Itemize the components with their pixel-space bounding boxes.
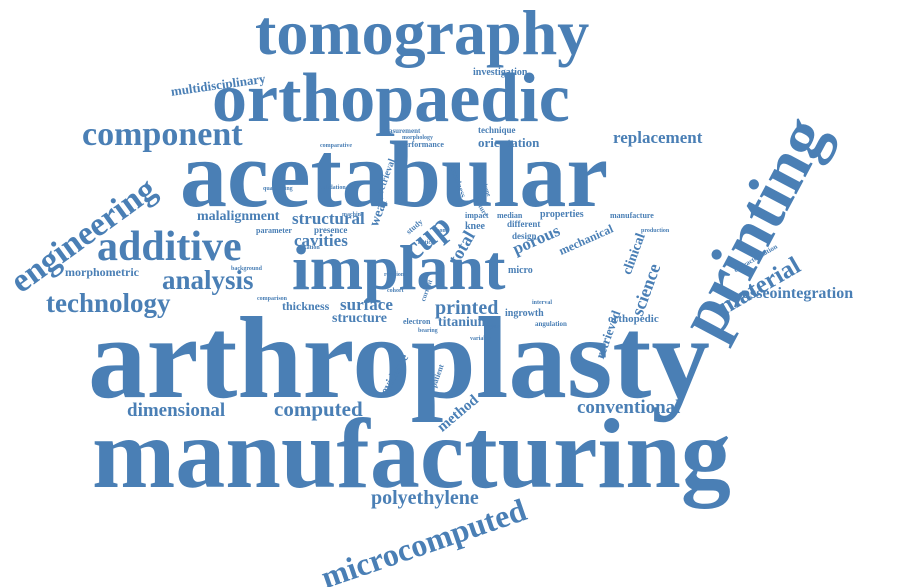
- word-additive: additive: [97, 224, 242, 270]
- word-comparison: comparison: [257, 296, 287, 302]
- word-structure: structure: [332, 311, 387, 326]
- word-malalignment: malalignment: [197, 209, 280, 224]
- word-osseointegration: osseointegration: [742, 285, 854, 302]
- word-ingrowth: ingrowth: [505, 308, 544, 319]
- word-component: component: [82, 116, 243, 153]
- word-performance: performance: [400, 140, 444, 149]
- word-quantifying: quantifying: [263, 186, 293, 192]
- word-interval: interval: [532, 300, 552, 306]
- word-mechanical: mechanical: [556, 221, 616, 258]
- word-cavities: cavities: [294, 231, 348, 250]
- word-machine: machine: [342, 212, 364, 218]
- word-production: production: [641, 228, 670, 234]
- word-lattice: lattice: [418, 240, 434, 246]
- word-fixation: fixation: [300, 245, 320, 251]
- word-morphology: morphology: [402, 135, 434, 141]
- word-presence: presence: [314, 225, 348, 235]
- word-analysis: analysis: [162, 265, 254, 295]
- word-properties: properties: [540, 209, 584, 220]
- word-computed: computed: [274, 397, 363, 421]
- word-manufacture: manufacture: [610, 211, 654, 220]
- word-arthroplasty: arthroplasty: [88, 294, 710, 423]
- word-orthopaedic: orthopaedic: [212, 60, 570, 137]
- word-surface: surface: [340, 295, 393, 314]
- word-orientation: orientation: [478, 135, 540, 150]
- word-printed: printed: [435, 297, 499, 319]
- word-replacement: replacement: [613, 128, 703, 147]
- word-dimensional: dimensional: [127, 400, 226, 421]
- word-parameter: parameter: [256, 226, 292, 235]
- word-revision: revision: [384, 272, 405, 278]
- word-technique: technique: [478, 125, 516, 135]
- word-micro: micro: [508, 265, 533, 276]
- word-electron: electron: [403, 317, 431, 326]
- word-manufacturing: manufacturing: [92, 398, 731, 509]
- word-bone: bone: [436, 228, 449, 234]
- word-validation: validation: [320, 185, 346, 191]
- word-background: background: [231, 266, 262, 272]
- word-measurement: measurement: [380, 127, 421, 135]
- word-implant: implant: [292, 232, 506, 303]
- word-angulation: angulation: [535, 320, 567, 328]
- word-different: different: [507, 219, 541, 229]
- word-region: region: [484, 324, 501, 330]
- word-impact: impact: [465, 211, 489, 220]
- word-titanium: titanium: [438, 315, 490, 330]
- word-design: design: [512, 231, 537, 241]
- word-thickness: thickness: [282, 299, 330, 313]
- word-conventional: conventional: [577, 397, 681, 418]
- word-orthopedic: orthopedic: [608, 313, 659, 325]
- word-comparative: comparative: [320, 143, 352, 149]
- word-bearing: bearing: [418, 328, 438, 334]
- word-knee: knee: [465, 221, 485, 232]
- word-technology: technology: [46, 288, 171, 318]
- word-acetabular: acetabular: [180, 123, 609, 227]
- word-cohort: cohort: [387, 288, 404, 294]
- word-tomography: tomography: [255, 0, 590, 68]
- word-structural: structural: [292, 209, 365, 228]
- word-variable: variable: [470, 336, 491, 342]
- word-median: median: [497, 211, 523, 220]
- word-investigation: investigation: [473, 67, 528, 78]
- word-morphometric: morphometric: [65, 265, 139, 279]
- word-polyethylene: polyethylene: [371, 487, 479, 509]
